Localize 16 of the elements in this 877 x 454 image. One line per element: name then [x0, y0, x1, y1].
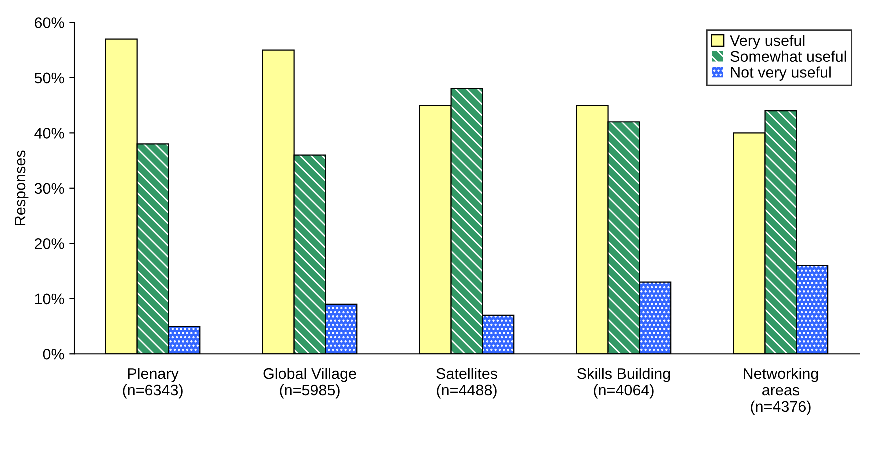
x-tick-label: Networking areas (n=4376) [744, 368, 818, 416]
x-tick-label: Skills Building (n=4064) [578, 368, 670, 399]
x-tick-label: Satellites (n=4488) [436, 368, 498, 399]
legend-label: Very useful [730, 35, 805, 50]
legend-label: Not very useful [731, 66, 831, 81]
y-tick-label: 10% [35, 294, 64, 305]
y-axis-title: Responses [15, 150, 29, 226]
y-tick-label: 0% [43, 348, 64, 360]
x-tick-label: Global Village (n=5985) [264, 368, 356, 399]
x-tick-label: Plenary (n=6343) [123, 368, 183, 399]
y-tick-label: 20% [35, 238, 64, 250]
y-tick-label: 30% [34, 183, 64, 194]
y-tick-label: 60% [35, 18, 64, 28]
legend-label: Somewhat useful [730, 50, 846, 62]
y-tick-label: 40% [34, 128, 64, 139]
y-tick-label: 50% [34, 72, 64, 84]
